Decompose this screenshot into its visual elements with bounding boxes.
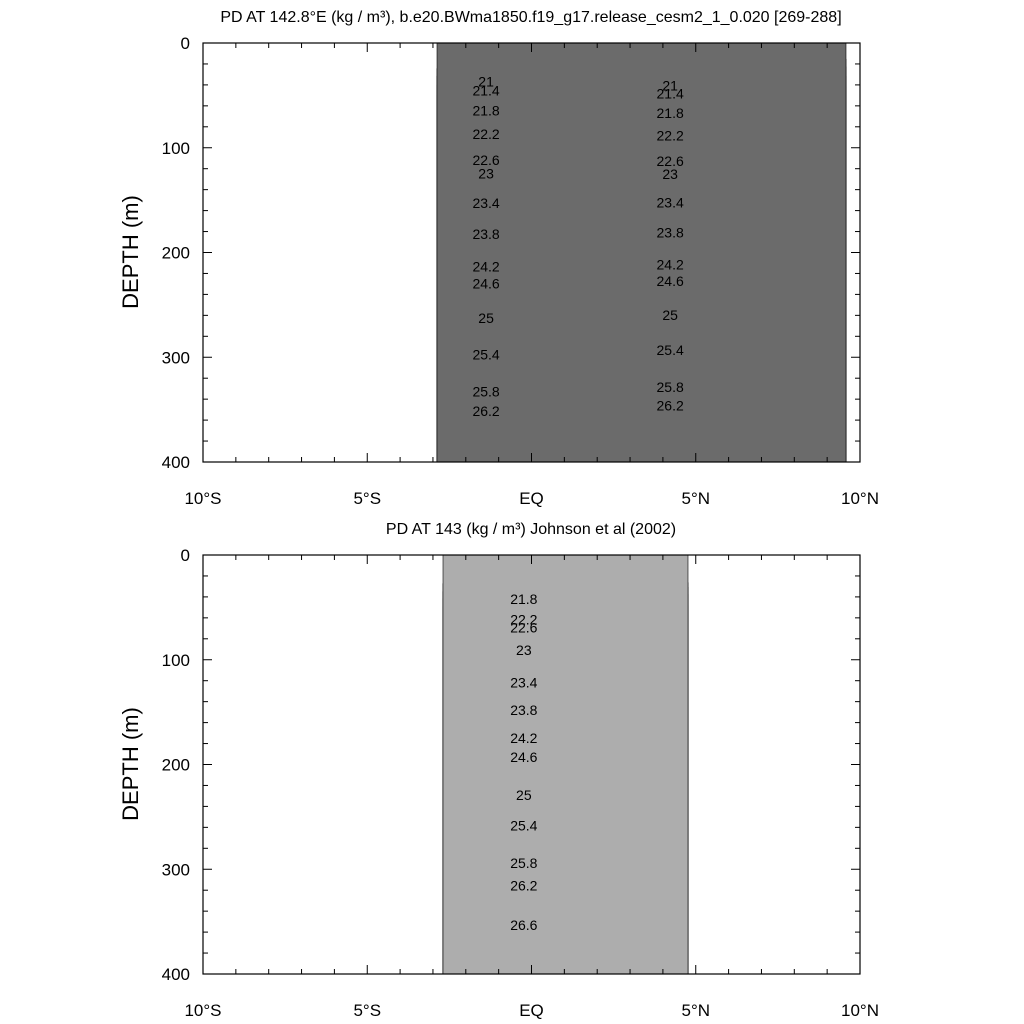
x-tick-label: 10°S <box>184 489 221 508</box>
contour-label: 21.8 <box>510 591 537 607</box>
x-tick-label: 5°N <box>681 489 710 508</box>
contour-label: 23.8 <box>472 226 499 242</box>
contour-label: 25 <box>478 310 494 326</box>
y-tick-label: 200 <box>162 756 190 775</box>
y-tick-label: 300 <box>162 860 190 879</box>
contour-label: 22.2 <box>657 128 684 144</box>
y-tick-label: 100 <box>162 651 190 670</box>
y-tick-label: 300 <box>162 348 190 367</box>
contour-label: 25 <box>662 307 678 323</box>
contour-label: 24.6 <box>657 273 684 289</box>
x-tick-label: 10°N <box>841 1001 879 1020</box>
contour-label: 23.4 <box>657 195 684 211</box>
contour-label: 24.2 <box>510 730 537 746</box>
chart-title: PD AT 142.8°E (kg / m³), b.e20.BWma1850.… <box>220 9 841 26</box>
contour-label: 21.4 <box>657 86 684 102</box>
contour-label: 22.2 <box>472 126 499 142</box>
contour-label: 23 <box>478 166 494 182</box>
y-tick-label: 200 <box>162 244 190 263</box>
y-axis-label: DEPTH (m) <box>118 707 143 821</box>
chart-title: PD AT 143 (kg / m³) Johnson et al (2002) <box>386 521 676 538</box>
contour-label: 23.4 <box>472 195 499 211</box>
contour-label: 23.8 <box>510 702 537 718</box>
x-tick-label: EQ <box>519 1001 544 1020</box>
y-tick-label: 400 <box>162 453 190 472</box>
contour-label: 21.8 <box>472 102 499 118</box>
contour-label: 26.2 <box>657 398 684 414</box>
x-tick-label: 10°N <box>841 489 879 508</box>
x-tick-label: 5°S <box>353 1001 381 1020</box>
contour-label: 25.8 <box>657 379 684 395</box>
contour-label: 26.2 <box>510 877 537 893</box>
contour-label: 21 <box>478 74 494 90</box>
contour-label: 24.2 <box>657 256 684 272</box>
contour-label: 25.8 <box>472 384 499 400</box>
y-tick-label: 0 <box>181 546 190 565</box>
contour-label: 25 <box>516 787 532 803</box>
contour-label: 22.6 <box>510 620 537 636</box>
contour-label: 24.6 <box>510 749 537 765</box>
contour-label: 21.8 <box>657 105 684 121</box>
panel-2: 21.8 22.222.6 23 23.4 23.8 24.2 24.6 25 25.4 25.8… <box>118 521 879 1020</box>
x-tick-label: 5°S <box>353 489 381 508</box>
contour-label: 22.6 <box>472 152 499 168</box>
y-tick-label: 100 <box>162 139 190 158</box>
contour-label: 25.4 <box>472 346 499 362</box>
contour-label: 21 <box>662 78 678 94</box>
x-tick-label: EQ <box>519 489 544 508</box>
contour-label: 22.2 <box>510 611 537 627</box>
contour-label: 25.4 <box>510 818 537 834</box>
contour-label: 23 <box>516 642 532 658</box>
contour-band <box>442 554 689 975</box>
contour-label: 24.6 <box>472 275 499 291</box>
contour-label: 21.4 <box>472 82 499 98</box>
contour-label: 26.6 <box>510 917 537 933</box>
contour-label: 26.2 <box>472 403 499 419</box>
contour-label: 23.8 <box>657 225 684 241</box>
contour-label: 25.4 <box>657 342 684 358</box>
y-tick-label: 0 <box>181 34 190 53</box>
contour-label: 25.8 <box>510 855 537 871</box>
y-tick-label: 400 <box>162 965 190 984</box>
x-tick-label: 10°S <box>184 1001 221 1020</box>
contour-label: 22.6 <box>657 153 684 169</box>
contour-label: 23.4 <box>510 675 537 691</box>
y-axis-label: DEPTH (m) <box>118 195 143 309</box>
contour-label: 23 <box>662 166 678 182</box>
contour-label: 24.2 <box>472 258 499 274</box>
x-tick-label: 5°N <box>681 1001 710 1020</box>
